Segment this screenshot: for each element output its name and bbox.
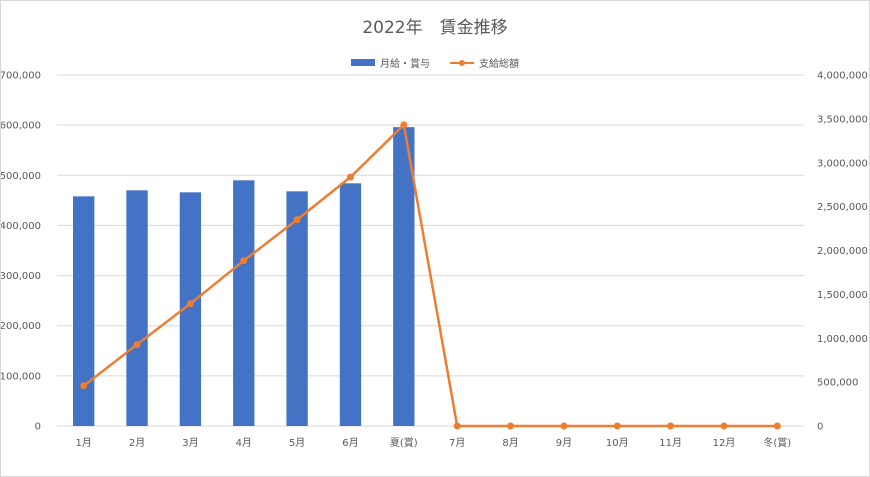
x-tick-label: 12月 bbox=[713, 437, 736, 449]
y-left-tick-label: 300,000 bbox=[1, 271, 41, 282]
line-point bbox=[346, 173, 354, 181]
y-right-tick-label: 500,000 bbox=[817, 378, 858, 389]
legend-swatch-line bbox=[450, 58, 474, 68]
y-right-tick-label: 0 bbox=[817, 422, 823, 433]
bar bbox=[126, 190, 148, 426]
x-tick-label: 5月 bbox=[289, 437, 305, 449]
line-point bbox=[613, 422, 621, 430]
line-point bbox=[293, 216, 301, 224]
x-tick-label: 3月 bbox=[182, 437, 198, 449]
x-tick-label: 8月 bbox=[502, 437, 518, 449]
legend-label-line: 支給総額 bbox=[479, 59, 519, 70]
legend-label-bar: 月給・賞与 bbox=[380, 59, 430, 70]
x-tick-label: 2月 bbox=[129, 437, 145, 449]
chart-title: 2022年 賃金推移 bbox=[362, 18, 508, 38]
bar bbox=[233, 180, 255, 426]
bar bbox=[179, 192, 202, 426]
y-left-tick-label: 200,000 bbox=[1, 321, 41, 332]
x-tick-label: 7月 bbox=[449, 437, 465, 449]
x-tick-label: 6月 bbox=[342, 437, 358, 449]
series-line bbox=[82, 123, 778, 428]
y-right-tick-label: 1,000,000 bbox=[817, 334, 868, 345]
bar bbox=[393, 127, 415, 427]
y-left-tick-label: 0 bbox=[35, 422, 41, 433]
bar bbox=[339, 183, 362, 426]
line-point bbox=[400, 121, 408, 129]
line-point bbox=[720, 422, 728, 430]
y-right-tick-label: 4,000,000 bbox=[817, 71, 868, 82]
y-right-tick-label: 3,500,000 bbox=[817, 114, 868, 125]
x-tick-label: 4月 bbox=[236, 437, 252, 449]
bar bbox=[73, 196, 95, 426]
x-tick-label: 夏(賞) bbox=[390, 436, 418, 449]
y-left-tick-label: 500,000 bbox=[1, 171, 41, 182]
line-point bbox=[560, 422, 568, 430]
line-point bbox=[453, 422, 461, 430]
y-right-tick-label: 2,000,000 bbox=[817, 246, 868, 257]
y-left-tick-label: 100,000 bbox=[1, 371, 41, 382]
y-left-tick-label: 600,000 bbox=[1, 121, 41, 132]
bar bbox=[286, 191, 308, 426]
y-right-tick-label: 1,500,000 bbox=[817, 290, 868, 301]
legend-item-line: 支給総額 bbox=[450, 55, 519, 70]
line-point bbox=[773, 422, 781, 430]
x-tick-label: 10月 bbox=[606, 437, 629, 449]
line-point bbox=[80, 382, 88, 390]
x-tick-label: 冬(賞) bbox=[763, 436, 791, 449]
legend-item-bar: 月給・賞与 bbox=[351, 55, 430, 70]
y-right-tick-label: 2,500,000 bbox=[817, 202, 868, 213]
line-point bbox=[507, 422, 515, 430]
legend: 月給・賞与 支給総額 bbox=[1, 55, 869, 70]
y-left-tick-label: 700,000 bbox=[1, 71, 41, 82]
x-tick-label: 11月 bbox=[659, 437, 682, 449]
y-left-tick-label: 400,000 bbox=[1, 221, 41, 232]
legend-swatch-bar bbox=[351, 59, 375, 66]
line-point bbox=[186, 300, 194, 308]
x-tick-label: 1月 bbox=[75, 437, 91, 449]
line-point bbox=[240, 257, 248, 265]
x-tick-label: 9月 bbox=[556, 437, 572, 449]
line-point bbox=[133, 341, 141, 349]
y-right-tick-label: 3,000,000 bbox=[817, 158, 868, 169]
line-point bbox=[667, 422, 675, 430]
